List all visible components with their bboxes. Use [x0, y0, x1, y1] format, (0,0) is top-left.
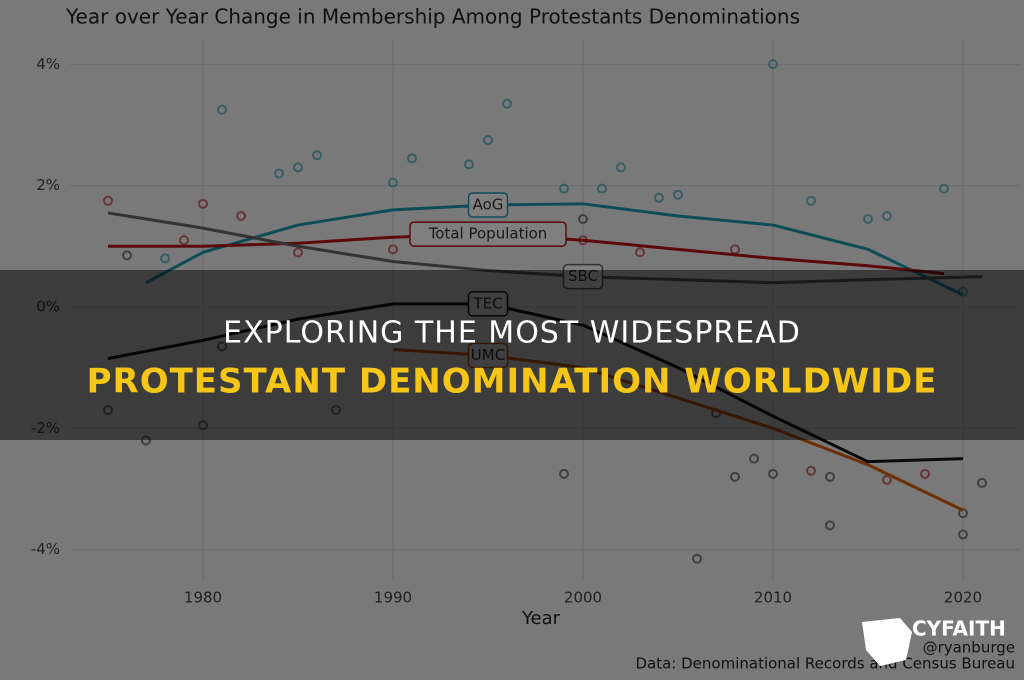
banner [0, 270, 1024, 440]
logo-icon [862, 618, 912, 666]
logo: CYFAITH [862, 617, 1006, 666]
banner-line-1: EXPLORING THE MOST WIDESPREAD [223, 316, 801, 351]
banner-line-2: PROTESTANT DENOMINATION WORLDWIDE [87, 362, 938, 402]
logo-text: CYFAITH [912, 617, 1006, 641]
